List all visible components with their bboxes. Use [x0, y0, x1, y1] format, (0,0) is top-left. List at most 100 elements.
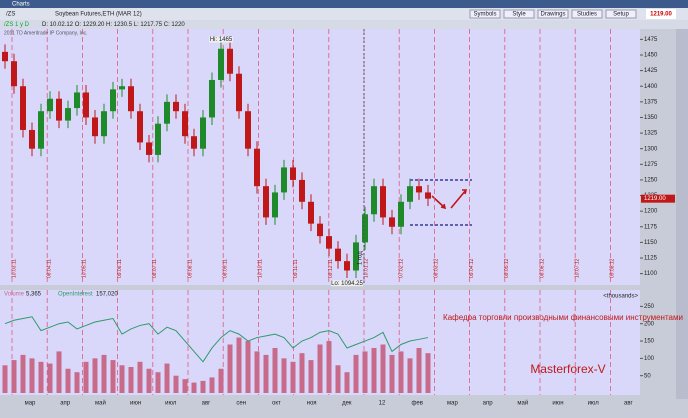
candle-body [389, 217, 395, 227]
volume-bar [200, 380, 206, 393]
month-label: мар [447, 401, 458, 407]
candle-body [11, 61, 17, 87]
candle-body [110, 89, 116, 112]
description: Soybean Futures,ETH (MAR 12) [55, 12, 142, 18]
volume-bar [38, 361, 44, 393]
volume-bar [236, 337, 242, 393]
volume-bar [425, 353, 431, 393]
volume-bar [56, 351, 62, 393]
volume-bar [110, 360, 116, 393]
candle-body [371, 186, 377, 215]
candle-body [119, 86, 125, 90]
date-label: 10.05.11 [82, 259, 88, 278]
copyright: 2011 TD Ameritrade IP Company, Inc. [4, 30, 88, 36]
volume-bar [83, 361, 89, 393]
month-label: сен [236, 401, 246, 407]
annotation: Hi: 1465 [210, 37, 233, 43]
toolbar-button[interactable] [605, 9, 637, 19]
volume-bar [362, 351, 368, 393]
y-tick-label: 1175 [644, 224, 658, 230]
volume-bar [308, 360, 314, 393]
volume-bar [2, 365, 8, 393]
y-tick-label: 1375 [644, 99, 658, 105]
candle-body [308, 201, 314, 224]
volume-bar [74, 372, 80, 393]
candle-body [155, 123, 161, 155]
volume-bar [65, 368, 71, 393]
date-label: 08.06.12 [539, 258, 545, 278]
candle-body [299, 179, 305, 202]
date-label: 09.11.11 [293, 259, 299, 278]
last-price-tag [641, 194, 675, 203]
window-title: Charts [12, 2, 30, 8]
volume-bar [281, 358, 287, 393]
y-tick-label: 1325 [644, 131, 658, 137]
y-tick-label: 1300 [644, 146, 658, 152]
month-label: 12 [379, 401, 386, 407]
month-label: июл [588, 401, 600, 407]
volume-bar [101, 354, 107, 393]
date-label: 09.08.11 [187, 259, 193, 278]
volume-bar [128, 367, 134, 393]
date-label: 10.03.11 [11, 259, 17, 278]
last-price: 1219.00 [650, 12, 672, 18]
volume-bar [227, 344, 233, 393]
month-label: окт [272, 401, 281, 407]
date-label: 09.04.12 [469, 258, 475, 278]
candle-body [83, 92, 89, 118]
aggregation[interactable]: /ZS 1 y D [4, 22, 30, 28]
volume-bar [371, 347, 377, 393]
volume-bar [380, 344, 386, 393]
month-label: дек [342, 401, 352, 407]
date-label: 10.01.12 [363, 258, 369, 278]
annotation-box [331, 280, 363, 287]
annotation: 1 год [358, 251, 364, 265]
toolbar-button[interactable] [469, 9, 501, 19]
y-tick-label: 1100 [644, 271, 658, 277]
candle-body [182, 111, 188, 137]
volume-bar [182, 379, 188, 393]
volume-bar [155, 372, 161, 393]
toolbar-button[interactable] [537, 9, 569, 19]
candle-body [317, 223, 323, 237]
open-interest-line [4, 316, 429, 363]
candle-body [2, 51, 8, 62]
annotation: Lo: 1094.25 [331, 281, 363, 287]
candle-body [272, 192, 278, 218]
date-label: 08.03.12 [434, 258, 440, 278]
candle-body [65, 108, 71, 121]
toolbar-button-label: Symbols [473, 12, 496, 18]
y-tick-label: 1275 [644, 162, 658, 168]
month-label: фев [411, 401, 422, 407]
symbol[interactable]: /ZS [6, 12, 15, 18]
y-tick-label: 1350 [644, 115, 658, 121]
month-label: июн [552, 401, 563, 407]
toolbar-button[interactable] [571, 9, 603, 19]
candle-body [101, 111, 107, 137]
volume-bar [146, 368, 152, 393]
month-label: июн [130, 401, 141, 407]
volume-bar [263, 354, 269, 393]
candle-body [290, 167, 296, 180]
last-price-tag-label: 1219.00 [644, 196, 666, 202]
volume-bar [272, 347, 278, 393]
volume-bar [398, 351, 404, 393]
brand: Masterforex-V [530, 362, 605, 376]
volume-bar [245, 341, 251, 393]
candle-body [209, 79, 215, 118]
candle-body [353, 242, 359, 271]
unit-label: <thousands> [603, 294, 638, 300]
volume-bar [353, 354, 359, 393]
candle-body [254, 148, 260, 187]
toolbar-button[interactable] [503, 9, 535, 19]
volume-bar [335, 365, 341, 393]
volume-bar [407, 358, 413, 393]
y-tick-label: 1200 [644, 209, 658, 215]
volume-bar [92, 358, 98, 393]
volume-bar [326, 341, 332, 393]
toolbar-button-label: Drawings [540, 12, 565, 18]
volume-bar [389, 354, 395, 393]
y-tick-label: 150 [644, 339, 655, 345]
candle-body [398, 201, 404, 227]
